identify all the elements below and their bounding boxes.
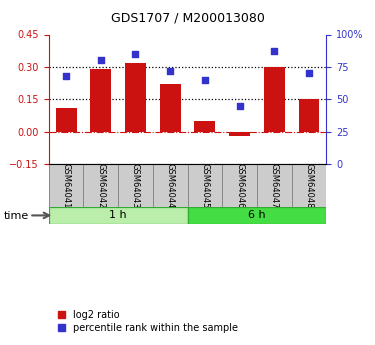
Text: GSM64045: GSM64045 [200,163,209,208]
Text: 6 h: 6 h [248,210,266,220]
Bar [125,62,146,132]
Bar [264,67,285,132]
Text: GSM64044: GSM64044 [166,163,175,208]
Bar [188,164,222,207]
Text: GDS1707 / M200013080: GDS1707 / M200013080 [111,11,264,24]
Bar [56,108,76,132]
Text: GSM64046: GSM64046 [235,162,244,208]
Bar [160,84,181,132]
Text: GSM64042: GSM64042 [96,163,105,208]
Bar [257,164,292,207]
Bar [118,164,153,207]
Text: time: time [4,211,29,220]
Text: GSM64043: GSM64043 [131,162,140,208]
Bar [90,69,111,132]
Legend: log2 ratio, percentile rank within the sample: log2 ratio, percentile rank within the s… [54,306,242,337]
Point [132,51,138,57]
Bar [222,164,257,207]
Point [167,68,173,73]
Point [237,103,243,109]
Bar [49,207,188,224]
Bar [298,99,319,132]
Bar [153,164,188,207]
Bar [229,132,250,136]
Point [271,49,277,54]
Text: GSM64041: GSM64041 [62,163,70,208]
Bar [292,164,326,207]
Bar [83,164,118,207]
Text: GSM64048: GSM64048 [304,162,313,208]
Bar [188,207,326,224]
Point [63,73,69,79]
Bar [194,121,215,132]
Text: 1 h: 1 h [110,210,127,220]
Bar [49,164,83,207]
Point [98,58,104,63]
Point [306,71,312,76]
Text: GSM64047: GSM64047 [270,162,279,208]
Point [202,77,208,83]
